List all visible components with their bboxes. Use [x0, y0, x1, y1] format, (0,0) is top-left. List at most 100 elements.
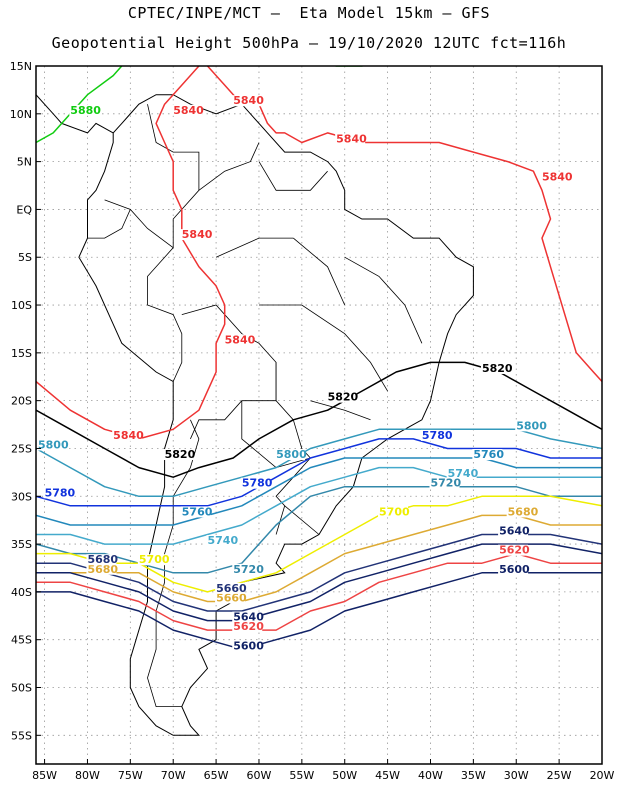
contour-label-bg [498, 544, 529, 556]
contour-label-bg [180, 229, 211, 241]
lat-tick-label: 45S [11, 634, 32, 647]
contour-label-bg [43, 487, 74, 499]
contour-label: 5720 [233, 563, 264, 576]
contour-label-bg [326, 391, 357, 403]
contour-label-bg [232, 640, 263, 652]
contour-label: 5840 [113, 429, 144, 442]
country-border [259, 304, 388, 392]
contour-label-layer: 5840 5840 5840 5840 5840 5840 5840 5880 5820 5820… [37, 94, 573, 652]
contour-label: 5660 [216, 591, 247, 604]
contour-label: 5840 [336, 132, 367, 145]
lat-tick-label: 35S [11, 538, 32, 551]
country-border [147, 104, 200, 248]
contour-label-bg [275, 449, 306, 461]
contour-label: 5620 [233, 620, 264, 633]
contour-label-bg [137, 554, 168, 566]
lat-tick-label: 10S [11, 299, 32, 312]
lat-tick-label: 30S [11, 490, 32, 503]
contour-label: 5800 [38, 438, 69, 451]
title-line-2: Geopotential Height 500hPa – 19/10/2020 … [51, 34, 567, 52]
contour-label: 5600 [499, 563, 530, 576]
contour-label-bg [480, 362, 511, 374]
country-border [241, 362, 312, 469]
lon-tick-label: 80W [75, 769, 100, 782]
country-border [215, 237, 294, 258]
country-border [344, 256, 423, 344]
contour-layer [36, 66, 602, 651]
contour-label: 5680 [87, 563, 118, 576]
contour-label-bg [215, 582, 246, 594]
contour-label: 5720 [430, 477, 461, 490]
geography-layer [36, 94, 474, 736]
contour-label-bg [163, 449, 194, 461]
contour-label-bg [472, 449, 503, 461]
contour-label: 5620 [499, 544, 530, 557]
lat-tick-label: 20S [11, 395, 32, 408]
contour-label-bg [215, 592, 246, 604]
country-border [181, 304, 277, 440]
country-border [87, 209, 131, 239]
contour-label-bg [232, 95, 263, 107]
contour-5780 [36, 438, 602, 507]
lon-tick-label: 40W [418, 769, 443, 782]
lon-tick-label: 35W [461, 769, 486, 782]
country-border [147, 419, 200, 707]
country-border [293, 237, 346, 306]
contour-5620 [36, 552, 602, 631]
country-border [275, 505, 286, 535]
lat-tick-label: 5S [18, 251, 32, 264]
map-frame [35, 65, 603, 765]
contour-label-bg [172, 104, 203, 116]
contour-5660 [36, 533, 602, 612]
contour-label: 5800 [516, 419, 547, 432]
contour-label: 5780 [242, 477, 273, 490]
contour-5880 [36, 66, 123, 144]
contour-label-bg [498, 525, 529, 537]
contour-label-bg [498, 563, 529, 575]
lon-tick-label: 75W [118, 769, 143, 782]
contour-5720 [36, 485, 602, 574]
contour-label-bg [232, 621, 263, 633]
contour-label: 5840 [173, 104, 204, 117]
country-border [258, 161, 328, 191]
contour-label: 5660 [216, 582, 247, 595]
contour-5820 [36, 361, 602, 478]
contour-label-bg [335, 133, 366, 145]
graticule-grid [36, 65, 603, 764]
contour-label-bg [506, 506, 537, 518]
contour-5740 [36, 466, 602, 545]
contour-label-bg [232, 563, 263, 575]
contour-label-bg [446, 468, 477, 480]
contour-label-bg [37, 439, 67, 451]
contour-5760 [36, 457, 602, 526]
lon-tick-label: 85W [32, 769, 57, 782]
lat-tick-label: 40S [11, 586, 32, 599]
contour-5600 [36, 572, 602, 651]
lon-tick-label: 20W [590, 769, 615, 782]
lon-tick-label: 45W [375, 769, 400, 782]
contour-label-bg [515, 420, 546, 432]
lat-tick-label: EQ [16, 203, 32, 216]
contour-label-bg [112, 429, 143, 441]
contour-label: 5760 [182, 505, 213, 518]
country-border [310, 400, 371, 421]
contour-label: 5740 [208, 534, 239, 547]
contour-label-bg [223, 334, 254, 346]
lat-tick-label: 15S [11, 347, 32, 360]
contour-label: 5840 [542, 171, 573, 184]
lat-tick-label: 15N [10, 60, 32, 73]
contour-5700 [36, 495, 602, 593]
contour-label: 5820 [165, 448, 196, 461]
contour-label-bg [420, 429, 451, 441]
contour-5840-north [206, 66, 602, 383]
longitude-axis: 85W 80W 75W 70W 65W 60W 55W 50W 45W 40W 35W 30W 25W 2… [32, 759, 615, 782]
contour-label: 5600 [233, 639, 264, 652]
contour-label-bg [429, 477, 460, 489]
contour-label: 5820 [328, 391, 359, 404]
contour-label: 5800 [276, 448, 307, 461]
lon-tick-label: 25W [547, 769, 572, 782]
lat-tick-label: 25S [11, 442, 32, 455]
lon-tick-label: 60W [247, 769, 272, 782]
contour-label-bg [180, 506, 211, 518]
